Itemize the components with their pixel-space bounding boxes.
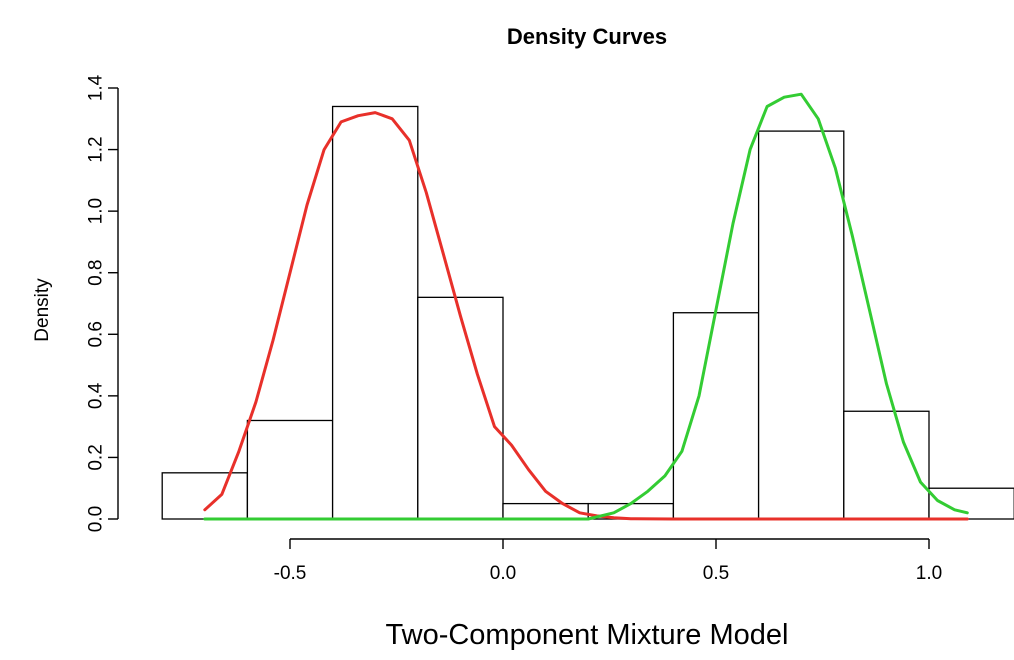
y-tick-label: 0.0 (86, 506, 107, 532)
y-tick-label: 1.0 (86, 198, 107, 224)
histogram-bar (757, 130, 845, 520)
y-tick-label: 0.8 (86, 260, 107, 286)
density-curve-green (203, 92, 969, 521)
histogram-bar (843, 410, 930, 520)
y-tick-label: 1.4 (86, 74, 107, 101)
y-tick-label: 0.6 (86, 321, 107, 347)
x-tick-label: 0.0 (490, 563, 516, 584)
histogram-bar (331, 105, 419, 520)
y-tick-label: 0.4 (86, 382, 107, 409)
x-tick-label: 0.5 (703, 563, 729, 584)
x-tick-label: 1.0 (916, 563, 942, 584)
histogram-bar (417, 296, 504, 520)
x-tick-label: -0.5 (274, 563, 307, 584)
x-axis-label: Two-Component Mixture Model (386, 619, 789, 651)
density-curves (203, 92, 969, 521)
y-axis-label: Density (32, 278, 53, 342)
axes: -0.5 0.0 0.5 1.0 0.0 0.2 0.4 0.6 0.8 1.0 1.2 1.4 (86, 74, 943, 584)
y-tick-label: 1.2 (86, 136, 107, 162)
histogram-bar (246, 419, 334, 520)
chart-title: Density Curves (507, 24, 667, 49)
density-curve-red (203, 111, 969, 521)
histogram-bar (161, 472, 249, 520)
histogram-bar (672, 312, 760, 520)
histogram-bars (161, 105, 1014, 520)
y-tick-label: 0.2 (86, 444, 107, 470)
